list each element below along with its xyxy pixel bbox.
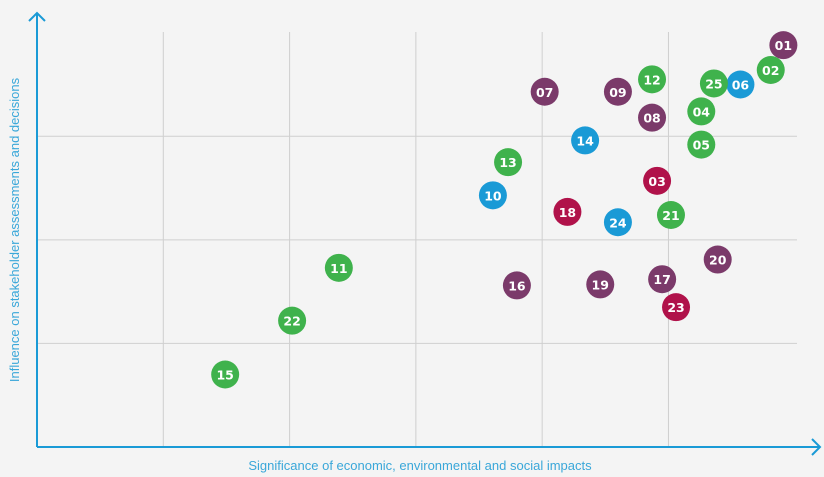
y-arrow (28, 11, 46, 22)
point (687, 97, 716, 126)
point-label: 01 (775, 38, 792, 53)
x-axis-label: Significance of economic, environmental … (248, 458, 592, 473)
point-label: 24 (609, 215, 627, 230)
point-label: 20 (709, 253, 727, 268)
point (687, 130, 716, 159)
point-label: 15 (216, 368, 233, 383)
point-label: 22 (283, 314, 300, 329)
point-label: 09 (609, 85, 626, 100)
point-label: 12 (643, 72, 660, 87)
y-axis-label: Influence on stakeholder assessments and… (7, 77, 22, 382)
point (478, 181, 507, 210)
point (603, 208, 632, 237)
point-label: 11 (330, 261, 347, 276)
point-label: 08 (643, 111, 660, 126)
point (571, 126, 600, 155)
point-label: 19 (592, 277, 609, 292)
point (502, 271, 531, 300)
point-label: 18 (559, 205, 576, 220)
point-label: 16 (508, 278, 526, 293)
point-label: 23 (667, 300, 684, 315)
point-label: 17 (653, 272, 670, 287)
point (648, 265, 677, 294)
point-label: 06 (732, 78, 750, 93)
point (603, 77, 632, 106)
point (656, 201, 685, 229)
points: 01 02 06 25 12 09 07 04 08 14 05 13 03 10 18 24 21 20 11 17… (211, 31, 798, 389)
point (211, 360, 240, 389)
point (638, 103, 667, 132)
point-label: 14 (576, 133, 594, 148)
point (769, 31, 798, 60)
point (530, 77, 559, 106)
point (638, 65, 667, 94)
point-label: 02 (762, 63, 779, 78)
point (726, 70, 755, 99)
point-label: 13 (499, 155, 516, 170)
point-label: 25 (705, 76, 722, 91)
point (553, 197, 582, 226)
point (703, 245, 732, 274)
point (756, 56, 785, 84)
point-label: 10 (484, 188, 502, 203)
point (662, 293, 691, 322)
point-label: 04 (693, 104, 711, 119)
point-label: 07 (536, 85, 553, 100)
point (494, 148, 523, 177)
point (324, 253, 353, 282)
point-label: 21 (662, 208, 679, 223)
point (586, 270, 615, 299)
point (699, 69, 728, 98)
x-arrow (811, 438, 822, 456)
point-label: 03 (648, 174, 665, 189)
point (278, 306, 307, 335)
point-label: 05 (693, 138, 710, 153)
grid (37, 32, 797, 447)
point (643, 166, 672, 195)
